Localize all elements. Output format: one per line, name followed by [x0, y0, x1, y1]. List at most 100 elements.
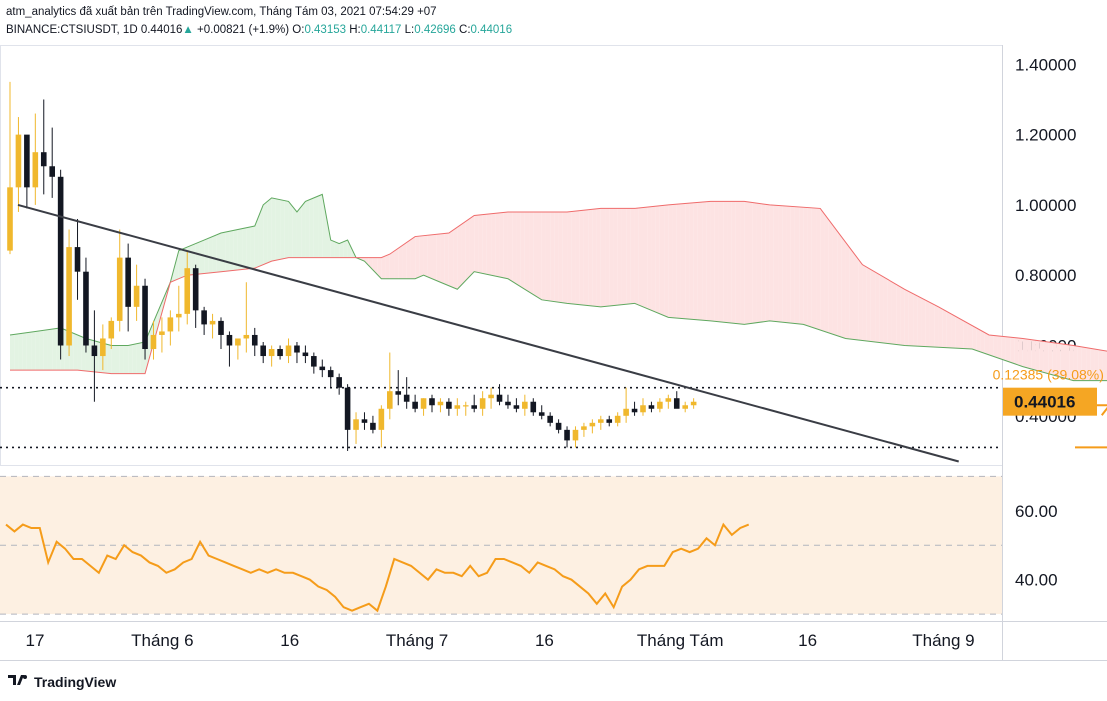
time-tick-label: Tháng 7	[386, 631, 448, 650]
ichimoku-cloud	[453, 227, 458, 290]
ichimoku-cloud	[326, 217, 331, 258]
ichimoku-cloud	[1090, 348, 1095, 381]
candle-body	[370, 422, 376, 430]
ichimoku-cloud	[1081, 346, 1087, 381]
ichimoku-cloud	[529, 211, 534, 295]
ichimoku-cloud	[465, 218, 470, 281]
ichimoku-cloud	[689, 202, 694, 320]
ichimoku-cloud	[499, 212, 504, 278]
ichimoku-cloud	[195, 241, 200, 275]
ichimoku-cloud	[1077, 346, 1082, 381]
ichimoku-cloud	[26, 332, 32, 371]
ichimoku-cloud	[541, 211, 546, 301]
ichimoku-cloud	[1048, 341, 1053, 375]
ichimoku-cloud	[322, 194, 327, 258]
tradingview-footer[interactable]: TradingView	[8, 673, 116, 691]
open-label: O:	[292, 24, 305, 36]
candle-body	[387, 391, 393, 409]
ichimoku-cloud	[22, 332, 27, 371]
ichimoku-cloud	[1094, 349, 1099, 381]
brand-name: TradingView	[34, 674, 117, 690]
candle-body	[614, 415, 621, 423]
ichimoku-cloud	[828, 219, 833, 335]
candle-body	[412, 401, 418, 409]
candle-body	[133, 285, 140, 307]
candle-body	[142, 285, 148, 350]
candle-body	[505, 401, 511, 406]
ichimoku-cloud	[318, 194, 323, 258]
measure-arrow-icon	[1100, 406, 1107, 416]
ichimoku-cloud	[723, 201, 728, 323]
ichimoku-cloud	[343, 240, 348, 258]
ichimoku-cloud	[887, 279, 892, 344]
ichimoku-cloud	[18, 333, 23, 371]
ichimoku-cloud	[364, 257, 369, 266]
ichimoku-cloud	[225, 231, 230, 272]
ichimoku-cloud	[879, 274, 884, 343]
ichimoku-cloud	[634, 207, 639, 306]
ichimoku-cloud	[685, 203, 690, 320]
ichimoku-cloud	[284, 200, 289, 259]
candle-body	[184, 268, 191, 314]
ichimoku-cloud	[377, 257, 382, 279]
ichimoku-cloud	[938, 306, 943, 348]
candle-body	[49, 166, 55, 177]
tradingview-logo-icon	[8, 673, 30, 691]
last-price-tag	[1003, 387, 1097, 416]
ichimoku-cloud	[246, 226, 251, 270]
ichimoku-cloud	[507, 211, 513, 282]
candle-body	[353, 419, 359, 430]
ichimoku-cloud	[748, 201, 753, 324]
candle-body	[344, 387, 351, 430]
candle-body	[437, 401, 444, 406]
ichimoku-cloud	[967, 323, 973, 350]
ichimoku-cloud	[178, 248, 184, 279]
ichimoku-cloud	[258, 204, 264, 267]
ichimoku-cloud	[216, 233, 221, 273]
up-arrow-icon: ▲	[182, 24, 194, 36]
ichimoku-cloud	[1065, 344, 1070, 380]
ichimoku-cloud	[617, 208, 622, 306]
ichimoku-cloud	[841, 236, 846, 339]
ichimoku-cloud	[410, 236, 416, 279]
candle-body	[226, 334, 233, 346]
time-tick-label: 16	[535, 631, 554, 650]
ichimoku-cloud	[900, 286, 905, 346]
ichimoku-cloud	[1069, 344, 1074, 381]
candle-body	[640, 405, 646, 413]
symbol-name[interactable]: BINANCE:CTSIUSDT, 1D	[6, 24, 138, 36]
ichimoku-cloud	[136, 342, 141, 374]
ichimoku-cloud	[482, 214, 487, 275]
ichimoku-cloud	[799, 206, 804, 325]
ichimoku-cloud	[39, 330, 44, 371]
candle-body	[665, 398, 672, 402]
ichimoku-cloud	[575, 210, 580, 305]
ichimoku-cloud	[727, 201, 732, 324]
ichimoku-cloud	[917, 295, 922, 347]
ichimoku-cloud	[896, 284, 901, 345]
candle-body	[530, 401, 537, 413]
candle-body	[471, 405, 477, 409]
candle-body	[682, 405, 688, 409]
ichimoku-cloud	[47, 329, 53, 371]
ichimoku-cloud	[419, 235, 424, 277]
high-label: H:	[349, 24, 361, 36]
ichimoku-cloud	[254, 215, 259, 269]
ichimoku-cloud	[959, 318, 964, 349]
ichimoku-cloud	[495, 212, 500, 277]
open-value: 0.43153	[304, 24, 347, 36]
candle-body	[285, 345, 292, 357]
ichimoku-cloud	[773, 205, 779, 322]
candle-body	[268, 349, 275, 357]
ichimoku-cloud	[550, 211, 555, 302]
ichimoku-cloud	[697, 202, 703, 321]
price-tick-label: 1.00000	[1015, 196, 1076, 215]
ichimoku-cloud	[1014, 337, 1019, 366]
ichimoku-cloud	[212, 234, 217, 273]
candle-body	[243, 334, 250, 339]
candle-body	[488, 394, 494, 399]
ichimoku-cloud	[744, 201, 749, 325]
ichimoku-cloud	[1031, 339, 1036, 371]
ichimoku-cloud	[913, 293, 918, 347]
